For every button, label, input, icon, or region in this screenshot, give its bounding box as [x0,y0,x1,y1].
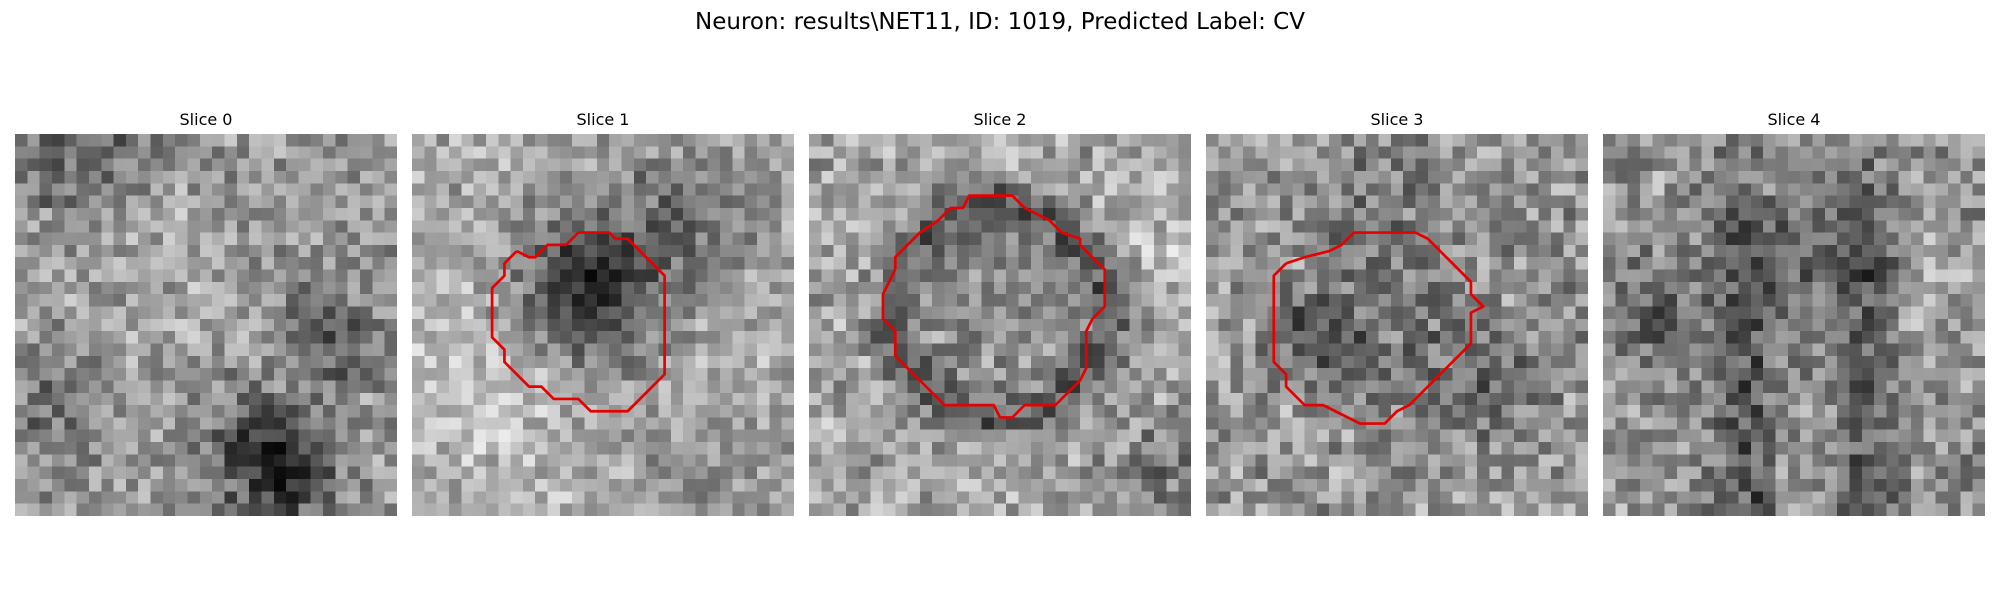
segmentation-contour [881,194,1107,419]
slice-image-4 [1603,134,1985,516]
slice-image-0 [15,134,397,516]
slice-title-1: Slice 1 [576,110,630,129]
slice-title-3: Slice 3 [1370,110,1424,129]
slice-title-4: Slice 4 [1767,110,1821,129]
slice-image-3 [1206,134,1588,516]
segmentation-contour [490,231,666,413]
slice-title-0: Slice 0 [179,110,233,129]
slice-title-2: Slice 2 [973,110,1027,129]
slice-panel-1: Slice 1 [412,108,794,516]
slice-image-2 [809,134,1191,516]
slice-image-1 [412,134,794,516]
slice-panel-4: Slice 4 [1603,108,1985,516]
figure-title: Neuron: results\NET11, ID: 1019, Predict… [695,9,1305,35]
slice-panel-2: Slice 2 [809,108,1191,516]
slice-panel-3: Slice 3 [1206,108,1588,516]
segmentation-contour [1272,231,1485,425]
slice-panel-0: Slice 0 [15,108,397,516]
